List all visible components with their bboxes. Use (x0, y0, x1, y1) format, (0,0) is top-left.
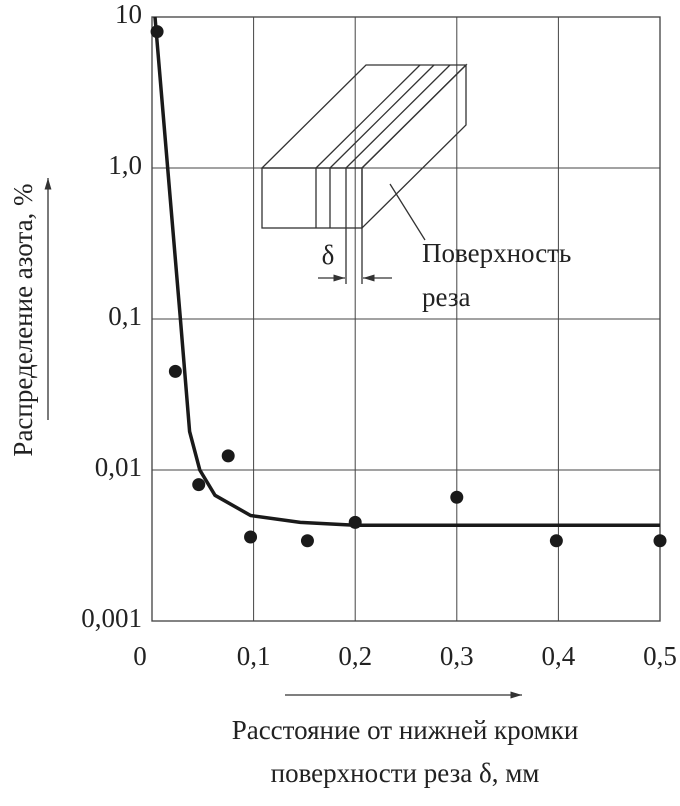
block-front (261, 167, 363, 229)
y-tick-label: 10 (115, 0, 142, 29)
x-axis-label: Расстояние от нижней кромки (232, 715, 579, 745)
delta-label: δ (322, 240, 335, 270)
grid (151, 16, 661, 622)
x-tick-label: 0,5 (643, 641, 677, 671)
inset-diagram: δ Поверхность реза (260, 63, 571, 312)
data-point (549, 534, 563, 548)
leader-line (389, 183, 426, 241)
data-point (653, 534, 667, 548)
x-tick-label: 0,2 (338, 641, 372, 671)
block-stripes (315, 64, 451, 228)
inset-label: реза (422, 282, 470, 312)
delta-extent (345, 228, 363, 284)
y-tick-label: 0,1 (108, 301, 142, 331)
inset-label: Поверхность (422, 238, 571, 268)
data-point (221, 449, 235, 463)
data-point (244, 530, 258, 544)
fit-curve (153, 16, 660, 528)
y-tick-label: 1,0 (108, 150, 142, 180)
x-tick-label: 0,1 (237, 641, 271, 671)
x-tick-label: 0 (133, 641, 147, 671)
x-axis-label: поверхности реза δ, мм (271, 758, 540, 788)
data-point (168, 364, 182, 378)
data-point (300, 534, 314, 548)
y-axis-label: Распределение азота, % (8, 183, 38, 456)
data-point (450, 490, 464, 504)
block-side (361, 63, 467, 230)
x-tick-label: 0,4 (542, 641, 576, 671)
x-tick-label: 0,3 (440, 641, 474, 671)
y-tick-label: 0,01 (95, 452, 142, 482)
y-tick-label: 0,001 (81, 603, 142, 633)
data-point (192, 478, 206, 492)
block-top (260, 64, 468, 169)
